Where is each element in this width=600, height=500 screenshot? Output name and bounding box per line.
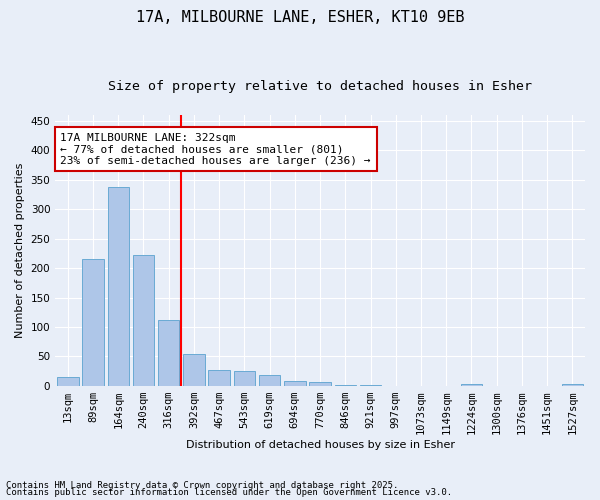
Bar	[562, 384, 583, 386]
Text: Contains HM Land Registry data © Crown copyright and database right 2025.: Contains HM Land Registry data © Crown c…	[6, 480, 398, 490]
Bar	[82, 259, 104, 386]
Bar	[208, 370, 230, 386]
Bar	[284, 381, 305, 386]
Bar	[107, 187, 129, 386]
Text: 17A, MILBOURNE LANE, ESHER, KT10 9EB: 17A, MILBOURNE LANE, ESHER, KT10 9EB	[136, 10, 464, 25]
Bar	[233, 370, 255, 386]
Bar	[133, 255, 154, 386]
Text: 17A MILBOURNE LANE: 322sqm
← 77% of detached houses are smaller (801)
23% of sem: 17A MILBOURNE LANE: 322sqm ← 77% of deta…	[61, 132, 371, 166]
Bar	[259, 374, 280, 386]
Bar	[183, 354, 205, 386]
Bar	[310, 382, 331, 386]
Bar	[335, 385, 356, 386]
Text: Contains public sector information licensed under the Open Government Licence v3: Contains public sector information licen…	[6, 488, 452, 497]
Bar	[158, 320, 179, 386]
Bar	[461, 384, 482, 386]
Bar	[57, 377, 79, 386]
Y-axis label: Number of detached properties: Number of detached properties	[15, 162, 25, 338]
Title: Size of property relative to detached houses in Esher: Size of property relative to detached ho…	[108, 80, 532, 93]
X-axis label: Distribution of detached houses by size in Esher: Distribution of detached houses by size …	[185, 440, 455, 450]
Bar	[360, 385, 381, 386]
